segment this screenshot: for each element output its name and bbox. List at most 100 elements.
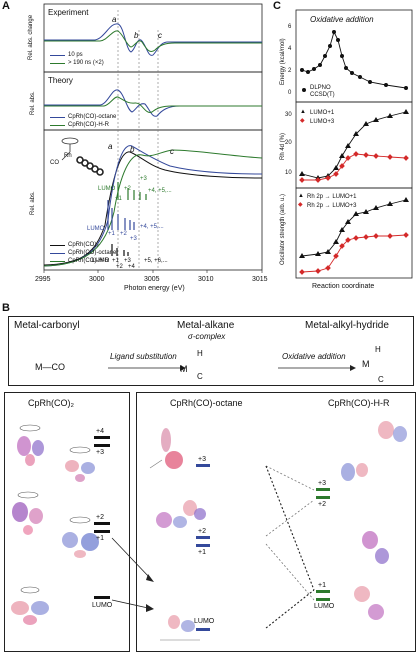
xtick-2995: 2995	[35, 276, 51, 283]
level-left-lumo	[94, 596, 110, 599]
corr-octane1-hrlumo	[265, 543, 315, 601]
panel-a-figure	[43, 3, 263, 273]
theory-curve-hr	[44, 96, 262, 113]
cprh-hr-title: CpRh(CO)-H-R	[328, 398, 390, 408]
energy-legend-dlpno: DLPNO	[310, 85, 331, 91]
level-octane-plus2-label: +2	[198, 528, 206, 535]
energy-line	[301, 30, 407, 89]
rh4d-legend-marker-red: ◆	[300, 118, 305, 124]
theory-legend-swatch-blue	[50, 117, 65, 118]
orbital-hr-plus2	[378, 421, 407, 442]
scheme-ligand-substitution: Ligand substitution	[110, 352, 177, 361]
orbital-left-plus4	[17, 424, 44, 466]
peak-label-c: c	[158, 31, 162, 40]
spectrum-octane	[43, 145, 263, 267]
spectrum-hr	[43, 149, 263, 267]
corr-octane2-hr2	[265, 499, 315, 537]
peak-label-a: a	[112, 15, 117, 24]
green-label-3: +3	[140, 176, 147, 182]
blue-label-1: +1	[108, 231, 115, 237]
orbital-left-plus1	[62, 516, 99, 558]
xtick-3000: 3000	[89, 276, 105, 283]
energy-ytick-2: 2	[288, 68, 292, 74]
scheme-hydride-h: H	[375, 345, 381, 354]
blue-label-3: +3	[130, 236, 137, 242]
exp-legend-swatch-green	[50, 63, 65, 64]
spectra-legend-swatch-black	[50, 245, 65, 246]
level-left-lumo-label: LUMO	[92, 602, 113, 609]
exp-curve-10ps	[44, 23, 262, 56]
orbital-octane-plus2-plus1	[156, 500, 206, 528]
level-octane-plus2	[196, 536, 210, 539]
mol-label-rh: Rh	[64, 153, 72, 159]
level-hr-plus2-label: +2	[318, 501, 326, 508]
level-octane-lumo	[196, 628, 210, 631]
exp-legend-10ps: 10 ps	[68, 52, 83, 58]
blue-label-4: +4, +5,...	[140, 224, 164, 230]
theory-ylabel: Rel. abs.	[30, 91, 36, 115]
scheme-hydride-m: M	[362, 359, 370, 369]
level-left-plus4-label: +4	[96, 428, 104, 435]
theory-title: Theory	[48, 76, 73, 85]
theory-curve-octane	[44, 89, 262, 117]
level-left-plus4	[94, 436, 110, 439]
osc-legend-marker-red: ◆	[298, 202, 303, 208]
scheme-sigma-complex: σ-complex	[188, 332, 226, 341]
panel-c-title: Oxidative addition	[310, 15, 374, 24]
rh4d-legend-marker-black: ▲	[300, 109, 306, 115]
panel-a-xlabel: Photon energy (eV)	[124, 285, 185, 292]
energy-ylabel: Energy (kcal/mol)	[280, 38, 286, 85]
theory-legend-octane: CpRh(CO)-octane	[68, 114, 117, 120]
xtick-3010: 3010	[198, 276, 214, 283]
orbital-left-plus2	[12, 491, 43, 535]
theory-legend-hr: CpRh(CO)-H-R	[68, 122, 109, 128]
peak-label-b: b	[134, 31, 139, 40]
blue-label-2: +2	[120, 231, 127, 237]
exp-legend-190ns: > 190 ns (×2)	[68, 60, 104, 66]
orbital-hr-lumo	[354, 586, 384, 620]
scheme-hydride-c: C	[378, 375, 384, 384]
spectra-legend-swatch-blue	[50, 253, 65, 254]
scheme-alkane-m: M	[180, 364, 188, 374]
peak-label-b2: b	[130, 145, 135, 154]
level-octane-plus1	[196, 544, 210, 547]
orbital-left-plus3	[65, 446, 95, 482]
corr-octane3-hr3	[265, 465, 315, 491]
blue-label-lumo: LUMO	[87, 226, 105, 232]
scheme-alkane-h: H	[197, 349, 203, 358]
green-label-4: +4, +5,...	[148, 188, 172, 194]
rh4d-lumo3-points	[299, 151, 409, 183]
rh4d-ytick-30: 30	[285, 112, 292, 118]
theory-legend-swatch-green	[50, 125, 65, 126]
level-hr-plus3-label: +3	[318, 480, 326, 487]
rh4d-ytick-10: 10	[285, 170, 292, 176]
black-label-5: +5, +6,...	[144, 258, 168, 264]
level-hr-plus1-label: +1	[318, 582, 326, 589]
panel-label-c: C	[273, 0, 281, 12]
green-label-lumo: LUMO	[98, 186, 116, 192]
exp-curve-190ns	[44, 30, 262, 53]
spectra-legend-octane: CpRh(CO)-octane	[68, 250, 117, 256]
xtick-3015: 3015	[252, 276, 268, 283]
exp-ylabel: Rel. abs. change	[28, 14, 34, 60]
spectrum-co2	[43, 151, 263, 266]
energy-ytick-4: 4	[288, 46, 292, 52]
mol-label-co: CO	[50, 160, 59, 166]
panel-c-figure	[295, 9, 413, 279]
spectra-legend-hr: CpRh(CO)-H-R	[68, 258, 109, 264]
arrow-left-plus1	[111, 537, 151, 579]
level-hr-plus2	[316, 496, 330, 499]
energy-points	[300, 30, 408, 90]
level-left-plus1	[94, 530, 110, 533]
reaction-scheme-box	[8, 316, 414, 386]
level-left-plus3	[94, 444, 110, 447]
experiment-title: Experiment	[48, 8, 89, 17]
level-hr-plus1	[316, 590, 330, 593]
molecule-sketch	[61, 137, 104, 176]
peak-label-a2: a	[108, 142, 113, 151]
black-label-lumo: LUMO	[92, 258, 110, 264]
scheme-metal-alkyl-hydride: Metal-alkyl-hydride	[305, 320, 389, 331]
black-sticks	[111, 244, 129, 256]
scheme-metal-alkane: Metal-alkane	[177, 320, 235, 331]
black-label-4: +4	[128, 264, 135, 270]
